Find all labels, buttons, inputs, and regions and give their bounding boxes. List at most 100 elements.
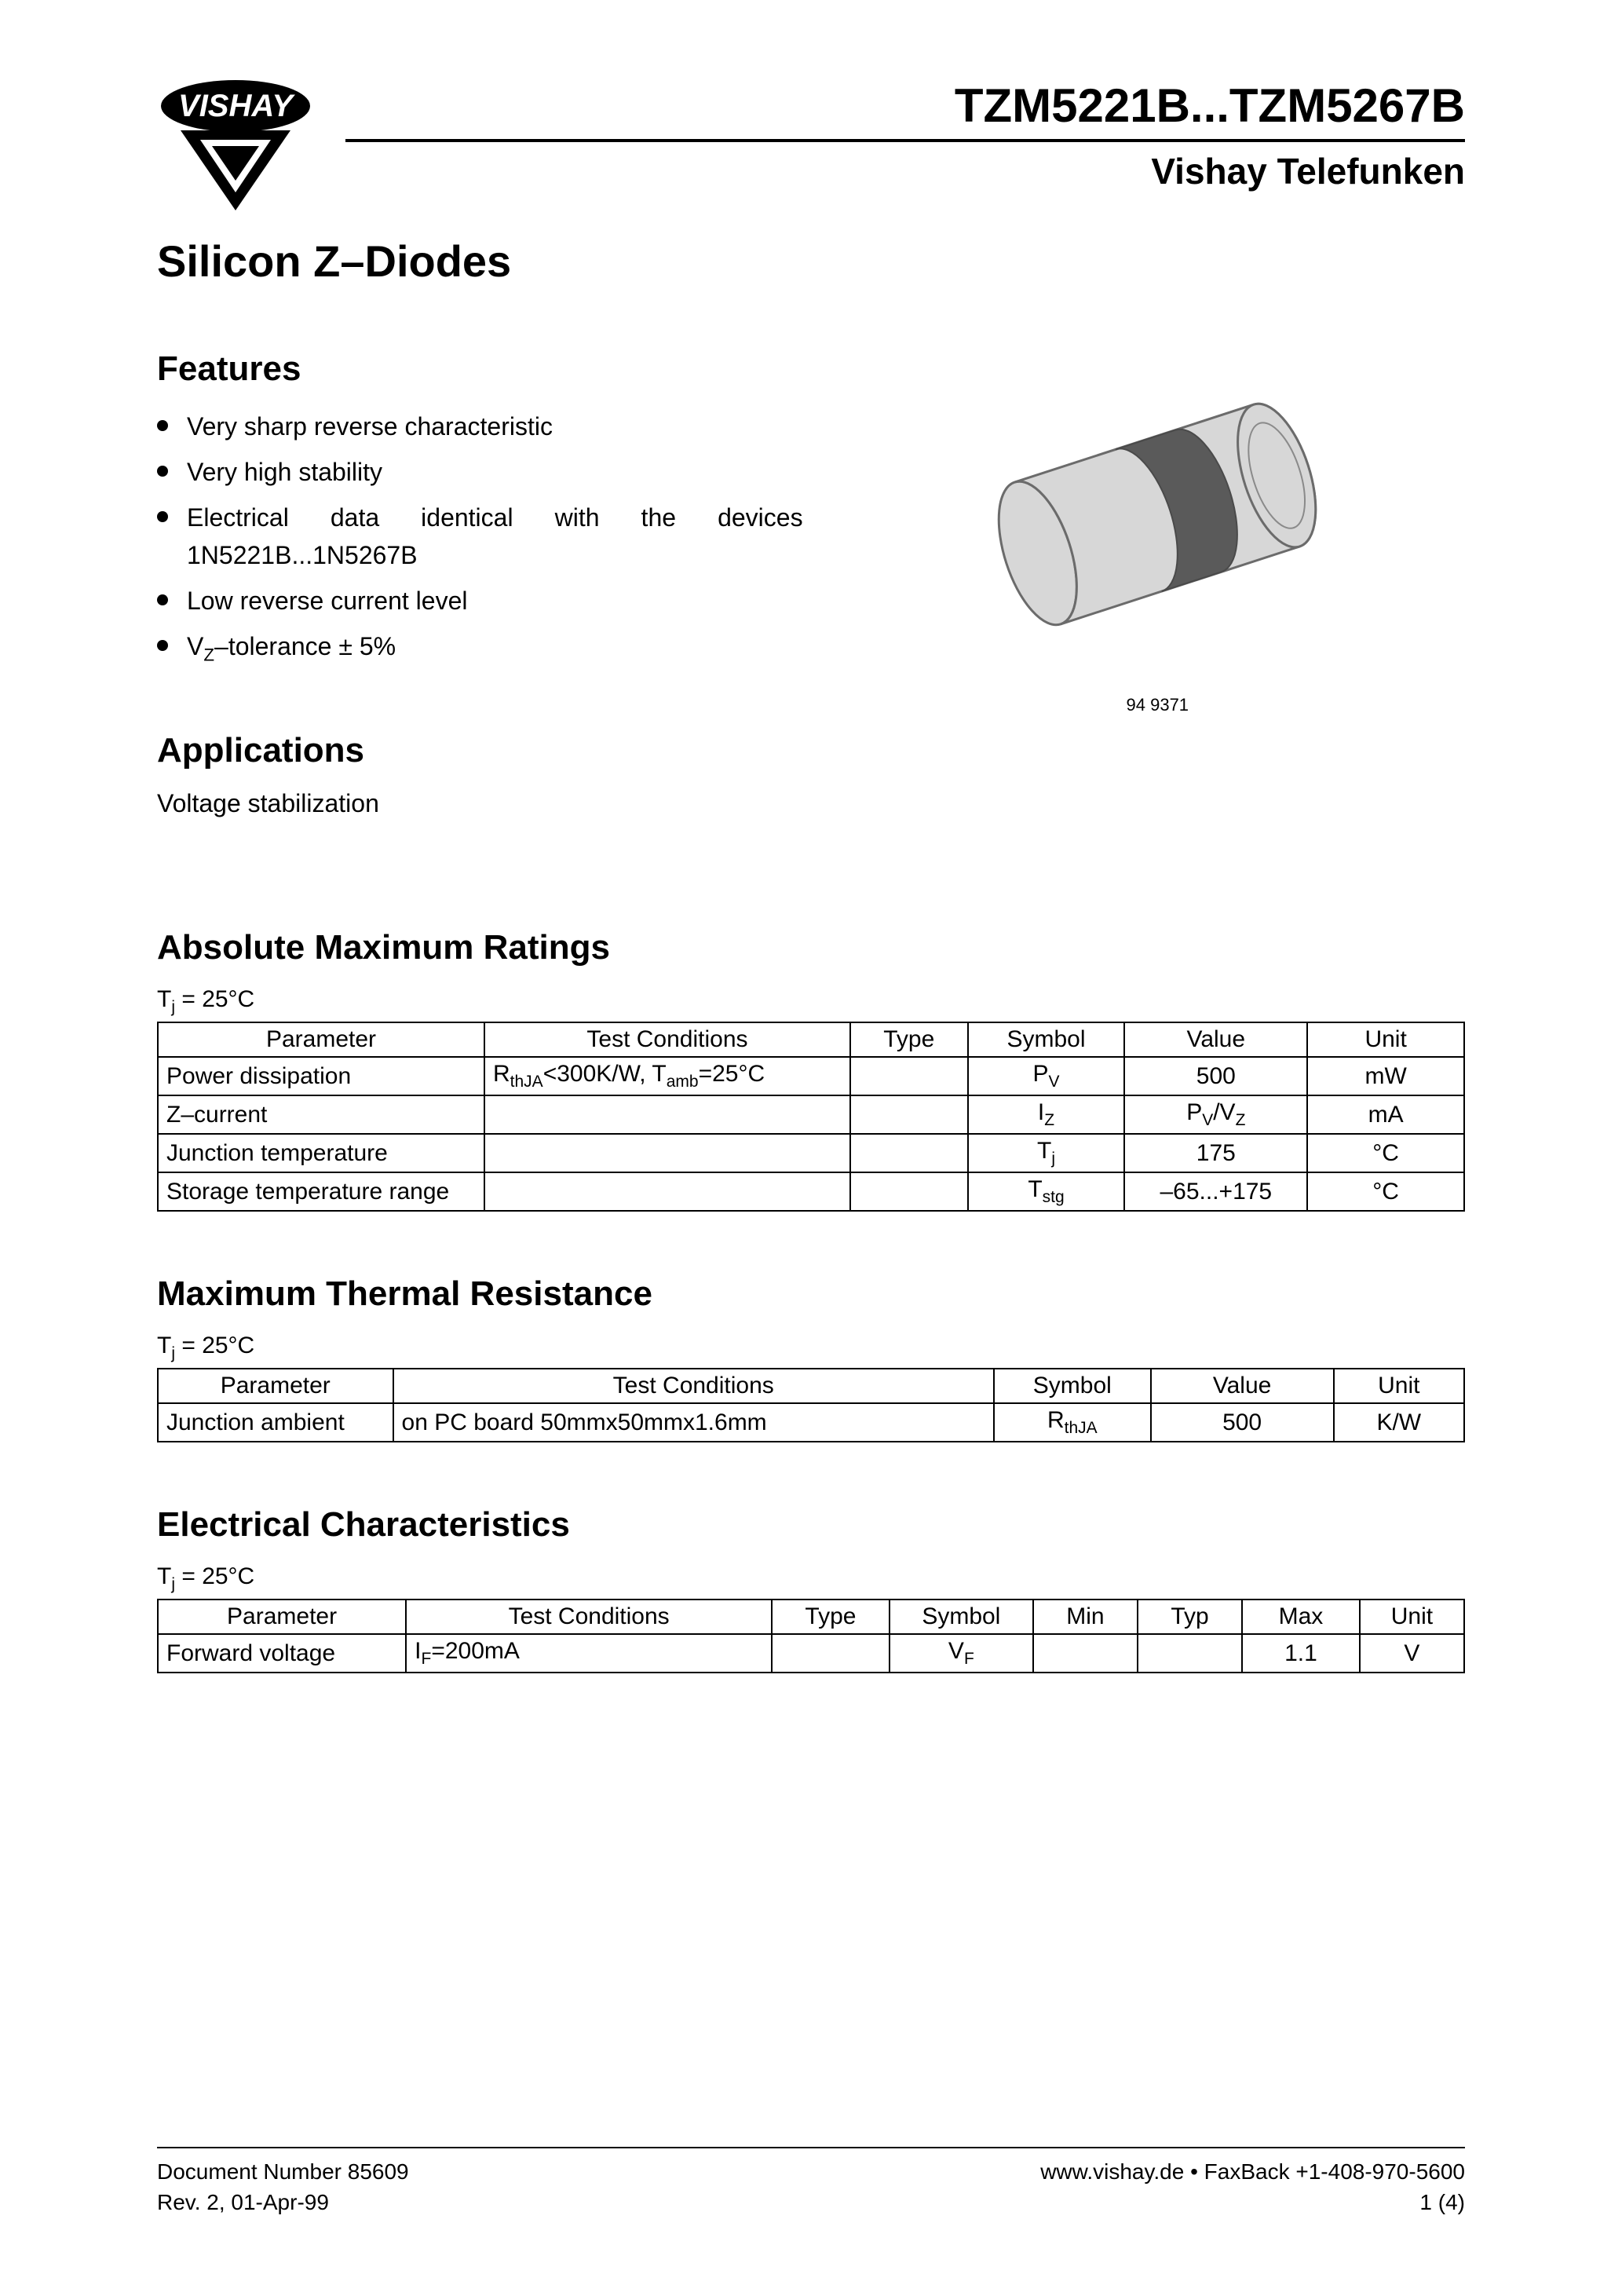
diode-icon (937, 349, 1377, 679)
cell-cond (484, 1095, 850, 1134)
footer-right: www.vishay.de • FaxBack +1-408-970-5600 … (1040, 2156, 1465, 2217)
footer-row: Document Number 85609 Rev. 2, 01-Apr-99 … (157, 2156, 1465, 2217)
cell-symbol: Tj (968, 1134, 1125, 1172)
cell-symbol: Tstg (968, 1172, 1125, 1211)
diode-image-column: 94 9371 (850, 349, 1465, 865)
col-header: Max (1242, 1600, 1360, 1634)
cell-min (1033, 1634, 1138, 1673)
col-header: Symbol (890, 1600, 1033, 1634)
cell-typ (1138, 1634, 1242, 1673)
abs-max-section: Absolute Maximum Ratings Tj = 25°C Param… (157, 928, 1465, 1212)
abs-max-table: Parameter Test Conditions Type Symbol Va… (157, 1022, 1465, 1212)
col-header: Unit (1334, 1369, 1464, 1403)
cell-unit: K/W (1334, 1403, 1464, 1442)
col-header: Parameter (158, 1600, 406, 1634)
footer-rule (157, 2147, 1465, 2148)
col-header: Unit (1307, 1022, 1464, 1057)
electrical-table: Parameter Test Conditions Type Symbol Mi… (157, 1599, 1465, 1673)
cell-unit: °C (1307, 1134, 1464, 1172)
col-header: Value (1124, 1022, 1307, 1057)
col-header: Test Conditions (406, 1600, 772, 1634)
col-header: Test Conditions (393, 1369, 994, 1403)
electrical-condition: Tj = 25°C (157, 1563, 1465, 1594)
cell-unit: mW (1307, 1057, 1464, 1095)
cell-type (850, 1095, 968, 1134)
col-header: Typ (1138, 1600, 1242, 1634)
applications-text: Voltage stabilization (157, 789, 803, 818)
cell-type (772, 1634, 890, 1673)
col-header: Symbol (968, 1022, 1125, 1057)
cell-param: Junction temperature (158, 1134, 484, 1172)
col-header: Test Conditions (484, 1022, 850, 1057)
features-list: Very sharp reverse characteristic Very h… (157, 408, 803, 668)
col-header: Type (850, 1022, 968, 1057)
footer: Document Number 85609 Rev. 2, 01-Apr-99 … (157, 2147, 1465, 2217)
col-header: Parameter (158, 1369, 393, 1403)
cell-param: Junction ambient (158, 1403, 393, 1442)
table-row: Junction temperature Tj 175 °C (158, 1134, 1464, 1172)
abs-max-condition: Tj = 25°C (157, 986, 1465, 1017)
cell-cond: on PC board 50mmx50mmx1.6mm (393, 1403, 994, 1442)
table-row: Junction ambient on PC board 50mmx50mmx1… (158, 1403, 1464, 1442)
cell-value: 175 (1124, 1134, 1307, 1172)
applications-heading: Applications (157, 731, 803, 770)
cell-type (850, 1172, 968, 1211)
table-header-row: Parameter Test Conditions Type Symbol Mi… (158, 1600, 1464, 1634)
doc-number: Document Number 85609 (157, 2156, 409, 2187)
table-header-row: Parameter Test Conditions Symbol Value U… (158, 1369, 1464, 1403)
cell-param: Forward voltage (158, 1634, 406, 1673)
col-header: Type (772, 1600, 890, 1634)
cell-param: Z–current (158, 1095, 484, 1134)
thermal-condition: Tj = 25°C (157, 1333, 1465, 1363)
col-header: Parameter (158, 1022, 484, 1057)
cell-type (850, 1057, 968, 1095)
col-header: Symbol (994, 1369, 1151, 1403)
footer-contact: www.vishay.de • FaxBack +1-408-970-5600 (1040, 2156, 1465, 2187)
thermal-table: Parameter Test Conditions Symbol Value U… (157, 1368, 1465, 1442)
thermal-heading: Maximum Thermal Resistance (157, 1274, 1465, 1314)
electrical-heading: Electrical Characteristics (157, 1505, 1465, 1545)
vishay-logo: VISHAY (157, 79, 314, 212)
cell-param: Storage temperature range (158, 1172, 484, 1211)
cell-max: 1.1 (1242, 1634, 1360, 1673)
cell-unit: mA (1307, 1095, 1464, 1134)
cell-value: 500 (1124, 1057, 1307, 1095)
electrical-section: Electrical Characteristics Tj = 25°C Par… (157, 1505, 1465, 1673)
feature-item: Very high stability (157, 453, 803, 491)
logo-text: VISHAY (178, 89, 295, 123)
table-header-row: Parameter Test Conditions Type Symbol Va… (158, 1022, 1464, 1057)
footer-left: Document Number 85609 Rev. 2, 01-Apr-99 (157, 2156, 409, 2217)
cell-symbol: IZ (968, 1095, 1125, 1134)
product-title: Silicon Z–Diodes (157, 236, 1465, 287)
cell-cond: IF=200mA (406, 1634, 772, 1673)
table-row: Forward voltage IF=200mA VF 1.1 V (158, 1634, 1464, 1673)
cell-value: –65...+175 (1124, 1172, 1307, 1211)
doc-rev: Rev. 2, 01-Apr-99 (157, 2187, 409, 2217)
col-header: Min (1033, 1600, 1138, 1634)
cell-cond (484, 1134, 850, 1172)
cell-unit: °C (1307, 1172, 1464, 1211)
cell-symbol: PV (968, 1057, 1125, 1095)
cell-symbol: RthJA (994, 1403, 1151, 1442)
page-number: 1 (4) (1040, 2187, 1465, 2217)
main-title: TZM5221B...TZM5267B (345, 79, 1465, 139)
cell-cond: RthJA<300K/W, Tamb=25°C (484, 1057, 850, 1095)
cell-symbol: VF (890, 1634, 1033, 1673)
feature-item: Very sharp reverse characteristic (157, 408, 803, 445)
cell-cond (484, 1172, 850, 1211)
features-row: Features Very sharp reverse characterist… (157, 349, 1465, 865)
col-header: Value (1151, 1369, 1334, 1403)
title-block: TZM5221B...TZM5267B Vishay Telefunken (345, 79, 1465, 192)
header: VISHAY TZM5221B...TZM5267B Vishay Telefu… (157, 79, 1465, 212)
feature-item: Low reverse current level (157, 582, 803, 620)
cell-param: Power dissipation (158, 1057, 484, 1095)
table-row: Z–current IZ PV/VZ mA (158, 1095, 1464, 1134)
cell-value: 500 (1151, 1403, 1334, 1442)
title-rule (345, 139, 1465, 142)
cell-value: PV/VZ (1124, 1095, 1307, 1134)
col-header: Unit (1360, 1600, 1464, 1634)
thermal-section: Maximum Thermal Resistance Tj = 25°C Par… (157, 1274, 1465, 1442)
table-row: Storage temperature range Tstg –65...+17… (158, 1172, 1464, 1211)
sub-title: Vishay Telefunken (345, 150, 1465, 192)
features-heading: Features (157, 349, 803, 389)
